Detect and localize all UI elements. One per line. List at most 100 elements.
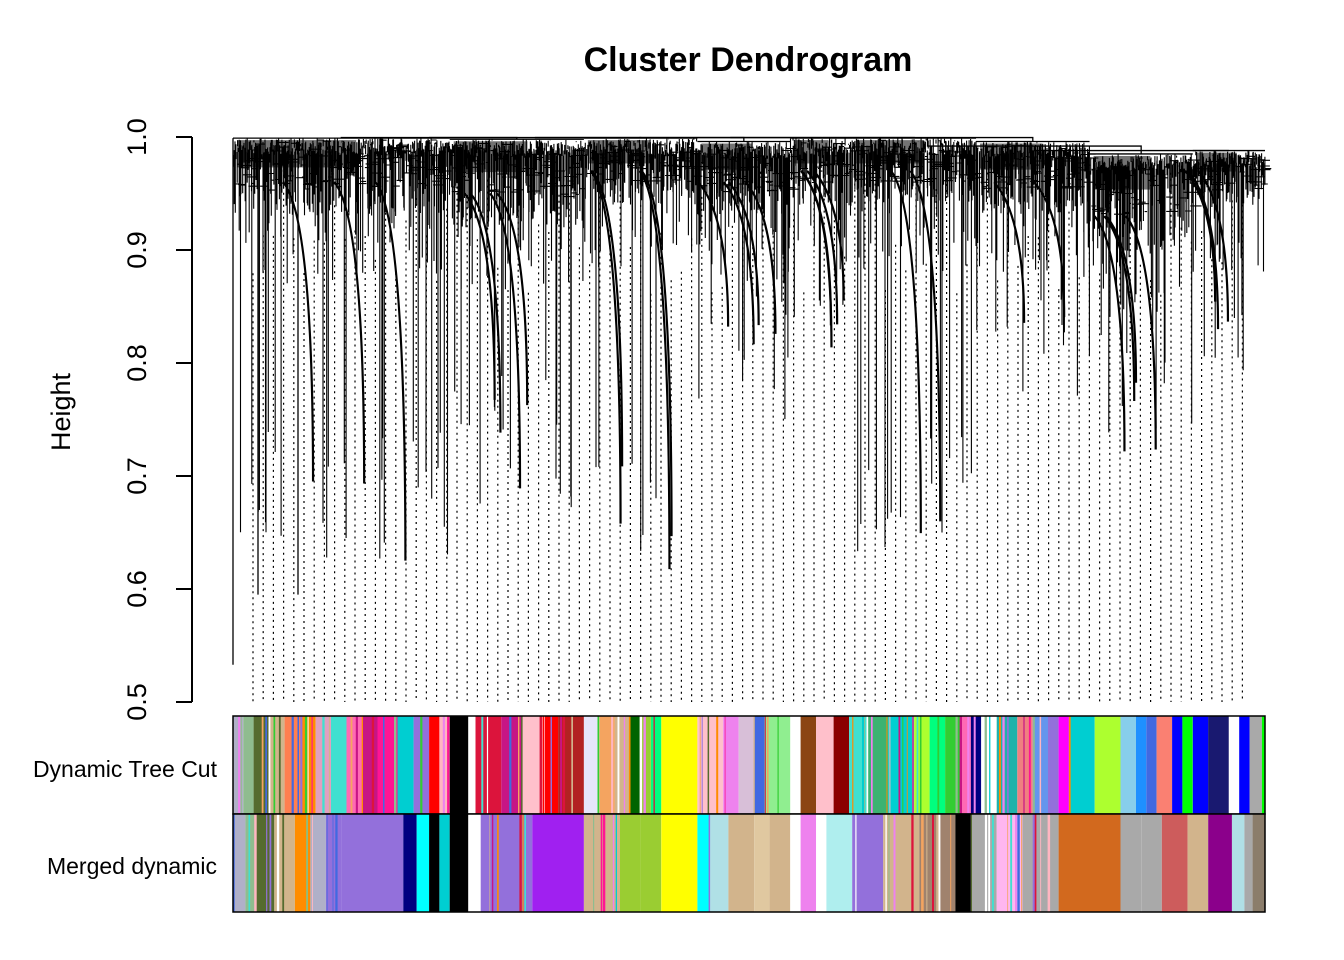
cluster-tail [889,170,922,534]
color-stripe [326,814,328,912]
color-stripe [254,814,257,912]
color-stripe [266,814,268,912]
color-stripe [999,716,1001,814]
y-tick-label: 0.9 [122,231,152,269]
color-stripe [268,716,271,814]
color-stripe [600,814,603,912]
cluster-tail [909,170,942,522]
color-segment [245,814,256,912]
cluster-tail [638,170,671,570]
color-segment [1208,814,1232,912]
color-segment [790,814,801,912]
color-segment [1156,716,1173,814]
y-tick-label: 0.7 [122,457,152,495]
color-stripe [265,716,268,814]
color-stripe [1040,814,1042,912]
dendrogram-cluster [583,137,709,570]
color-segment [1252,814,1265,912]
cluster-tail [800,170,833,326]
color-segment [429,814,440,912]
y-tick-label: 1.0 [122,118,152,156]
color-segment [403,814,417,912]
cluster-mass [1196,152,1237,172]
color-segment [233,814,246,912]
color-segment [914,716,930,814]
color-segment [468,814,481,912]
color-stripe [984,716,987,814]
color-stripe [897,814,900,912]
y-axis: 0.5 0.6 0.7 0.8 0.9 1.0 [122,118,193,721]
color-stripe [1007,716,1009,814]
color-segment [1120,716,1136,814]
cluster-branches [976,141,1096,396]
color-stripe [539,716,542,814]
color-row: Merged dynamic [47,813,1266,913]
color-segment [738,716,755,814]
color-segment [661,814,698,912]
color-stripe [871,716,873,814]
color-stripe [862,716,865,814]
cluster-tail [469,192,502,433]
color-segment [558,716,584,814]
color-stripe [916,716,919,814]
cluster-branches [1089,154,1204,433]
color-stripe [984,814,988,912]
cluster-tail [806,170,839,325]
color-segment [346,716,362,814]
color-stripe [550,716,552,814]
cluster-mass [453,141,528,173]
color-segment [1232,814,1245,912]
color-stripe [612,814,615,912]
color-stripe [562,716,566,814]
cluster-tail [640,170,673,537]
color-segment [325,814,342,912]
color-stripe [988,814,991,912]
color-segment [1187,814,1209,912]
cluster-mass [1093,155,1151,190]
dendrogram-cluster [449,138,588,508]
color-stripe [328,716,330,814]
color-stripe [716,716,719,814]
color-segment [1161,814,1188,912]
cluster-mass [856,140,925,164]
color-stripe [261,716,264,814]
color-segment [475,716,502,814]
color-stripe [486,716,489,814]
color-stripe [643,716,646,814]
color-segment [1058,814,1121,912]
color-stripe [361,716,363,814]
color-segment [1094,716,1121,814]
color-stripe [906,716,908,814]
color-segment [833,716,850,814]
color-segment [996,716,1018,814]
color-stripe [932,814,934,912]
color-stripe [518,716,520,814]
cluster-tail [1184,170,1217,302]
color-stripe [937,716,940,814]
cluster-tail [1197,170,1230,322]
color-segment [614,716,631,814]
dendrogram-cluster [789,137,864,348]
color-stripe [889,716,891,814]
color-stripe [708,814,711,912]
color-stripe [560,716,562,814]
color-stripe [273,716,276,814]
color-segment [1120,814,1142,912]
color-segment [532,814,584,912]
color-stripe [866,716,869,814]
cluster-tail [496,192,529,406]
color-stripe [355,716,358,814]
color-segment [341,814,404,912]
color-stripe [1023,716,1025,814]
cluster-tail [812,170,845,301]
color-stripe [238,716,241,814]
color-stripe [489,814,491,912]
color-stripe [701,716,703,814]
color-stripe [491,814,494,912]
color-stripe [1047,814,1051,912]
cluster-tail [1187,170,1220,330]
color-segment [816,814,827,912]
color-stripe [332,814,334,912]
color-segment [661,716,698,814]
color-stripe [886,716,888,814]
